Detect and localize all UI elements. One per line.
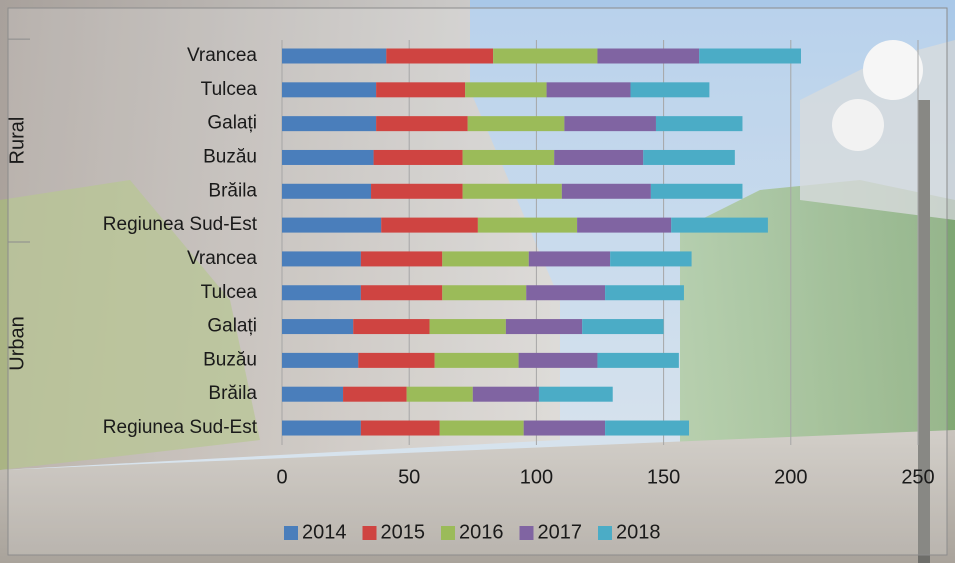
x-tick-label: 50 — [398, 466, 420, 488]
bar-segment — [282, 82, 377, 98]
bar-segment — [605, 420, 690, 436]
bar-segment — [630, 82, 710, 98]
bar-segment — [358, 352, 435, 368]
category-label: Tulcea — [201, 282, 258, 303]
bar-segment — [442, 285, 527, 301]
category-label: Vrancea — [187, 45, 257, 66]
bar-segment — [282, 116, 377, 132]
bar-segment — [493, 48, 598, 64]
bar-segment — [582, 319, 664, 335]
bar-segment — [518, 352, 598, 368]
bar-segment — [472, 386, 539, 402]
bar-segment — [360, 251, 443, 267]
bar-segment — [282, 386, 344, 402]
category-label: Galați — [207, 316, 257, 337]
bar-segment — [577, 217, 672, 233]
bar-segment — [462, 149, 555, 165]
bar-segment — [442, 251, 529, 267]
x-tick-label: 150 — [647, 466, 680, 488]
bar-segment — [526, 285, 606, 301]
bar-segment — [610, 251, 692, 267]
bar-segment — [597, 352, 679, 368]
legend-swatch — [284, 526, 298, 540]
bar-segment — [538, 386, 613, 402]
bar-segment — [376, 116, 468, 132]
category-label: Buzău — [203, 349, 257, 370]
legend-label: 2015 — [381, 521, 426, 543]
legend-label: 2017 — [538, 521, 583, 543]
bar-segment — [343, 386, 407, 402]
bar-segment — [360, 285, 443, 301]
x-tick-label: 200 — [774, 466, 807, 488]
bar-segment — [282, 352, 359, 368]
category-label: Vrancea — [187, 248, 257, 269]
category-label: Tulcea — [201, 79, 258, 100]
bar-segment — [605, 285, 684, 301]
category-label: Regiunea Sud-Est — [103, 214, 258, 235]
bar-segment — [282, 420, 361, 436]
bar-segment — [282, 149, 374, 165]
bar-segment — [477, 217, 578, 233]
bar-segment — [554, 149, 644, 165]
legend-label: 2014 — [302, 521, 347, 543]
legend-label: 2018 — [616, 521, 661, 543]
bar-segment — [282, 251, 361, 267]
group-label: Rural — [6, 117, 28, 165]
bar-segment — [434, 352, 519, 368]
bar-segment — [528, 251, 611, 267]
x-tick-label: 250 — [901, 466, 934, 488]
legend-swatch — [441, 526, 455, 540]
bar-segment — [282, 183, 372, 199]
bar-segment — [465, 82, 547, 98]
bar-segment — [282, 319, 354, 335]
category-label: Galați — [207, 113, 257, 134]
bar-segment — [373, 149, 463, 165]
bar-segment — [561, 183, 651, 199]
legend-swatch — [598, 526, 612, 540]
legend-swatch — [519, 526, 534, 540]
bar-segment — [439, 420, 524, 436]
bar-segment — [282, 48, 387, 64]
category-label: Brăila — [208, 180, 257, 201]
bar-segment — [353, 319, 430, 335]
bar-segment — [505, 319, 583, 335]
bar-segment — [643, 149, 735, 165]
legend-swatch — [362, 526, 377, 540]
bar-segment — [282, 217, 382, 233]
bar-segment — [650, 183, 743, 199]
bar-segment — [467, 116, 565, 132]
bar-segment — [597, 48, 700, 64]
x-tick-label: 0 — [276, 466, 287, 488]
bar-segment — [546, 82, 631, 98]
bar-segment — [386, 48, 494, 64]
bar-segment — [371, 183, 463, 199]
bar-segment — [699, 48, 801, 64]
bar-segment — [429, 319, 506, 335]
legend-label: 2016 — [459, 521, 504, 543]
bar-segment — [655, 116, 743, 132]
bar-segment — [282, 285, 361, 301]
bar-segment — [381, 217, 478, 233]
bar-segment — [564, 116, 656, 132]
bar-segment — [462, 183, 562, 199]
bar-segment — [360, 420, 440, 436]
category-label: Regiunea Sud-Est — [103, 417, 258, 438]
bar-segment — [406, 386, 473, 402]
group-label: Urban — [6, 316, 28, 370]
x-tick-label: 100 — [520, 466, 553, 488]
category-label: Buzău — [203, 146, 257, 167]
bar-segment — [376, 82, 466, 98]
category-label: Brăila — [208, 383, 257, 404]
bar-segment — [671, 217, 768, 233]
bar-segment — [523, 420, 606, 436]
